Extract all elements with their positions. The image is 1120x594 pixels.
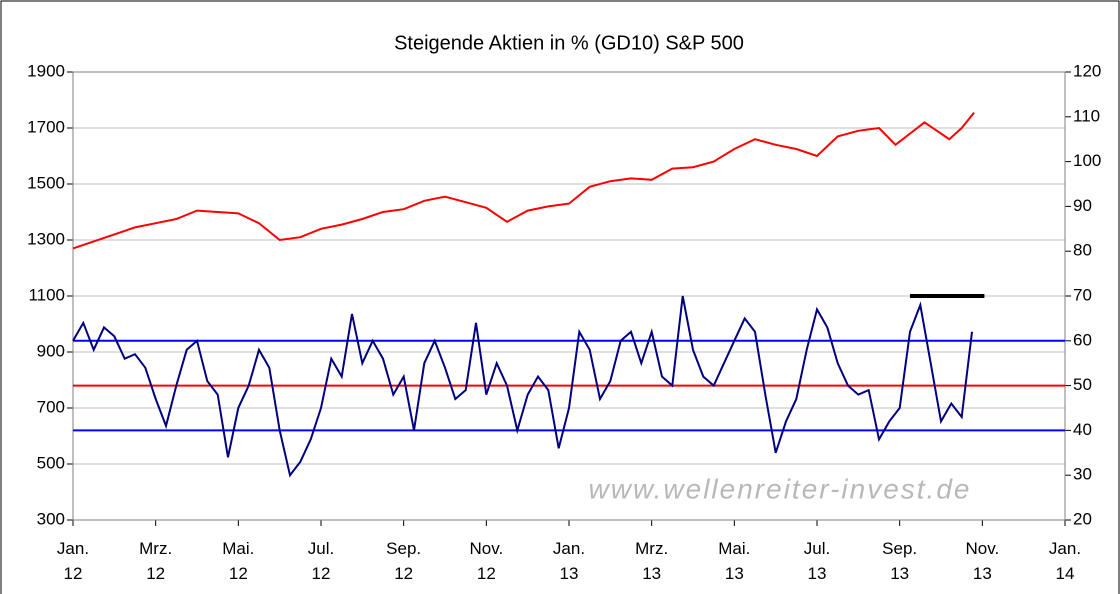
y2-tick-label: 90 bbox=[1073, 196, 1092, 215]
x-tick-label: Nov. 12 bbox=[469, 539, 503, 583]
y-tick-label: 1700 bbox=[27, 117, 65, 136]
watermark: www.wellenreiter-invest.de bbox=[589, 473, 972, 504]
y2-tick-label: 20 bbox=[1073, 509, 1092, 528]
y-tick-label: 1900 bbox=[27, 61, 65, 80]
x-tick-label: Jan. 13 bbox=[553, 539, 585, 583]
y2-tick-label: 40 bbox=[1073, 420, 1092, 439]
plot-area bbox=[72, 71, 1066, 521]
x-tick-label: Mrz. 12 bbox=[139, 539, 172, 583]
y2-tick-label: 50 bbox=[1073, 375, 1092, 394]
x-tick-label: Sep. 12 bbox=[386, 539, 421, 583]
x-tick-label: Mai. 13 bbox=[718, 539, 750, 583]
y2-tick-label: 100 bbox=[1073, 151, 1101, 170]
x-tick-label: Nov. 13 bbox=[965, 539, 999, 583]
x-tick-label: Sep. 13 bbox=[882, 539, 917, 583]
y2-tick-label: 30 bbox=[1073, 465, 1092, 484]
y-tick-label: 1500 bbox=[27, 173, 65, 192]
y2-tick-label: 70 bbox=[1073, 285, 1092, 304]
y2-tick-label: 60 bbox=[1073, 330, 1092, 349]
y-tick-label: 700 bbox=[37, 397, 65, 416]
x-tick-label: Mai. 12 bbox=[222, 539, 254, 583]
chart-title: Steigende Aktien in % (GD10) S&P 500 bbox=[394, 32, 744, 54]
data-line bbox=[72, 295, 973, 478]
y-tick-label: 900 bbox=[37, 341, 65, 360]
x-tick-label: Jan. 14 bbox=[1049, 539, 1081, 583]
y-tick-label: 1100 bbox=[28, 285, 65, 304]
y-tick-label: 500 bbox=[37, 453, 65, 472]
x-tick-label: Jul. 12 bbox=[308, 539, 334, 583]
y2-tick-label: 120 bbox=[1073, 61, 1101, 80]
y2-tick-label: 80 bbox=[1073, 241, 1092, 260]
y2-tick-label: 110 bbox=[1073, 106, 1100, 125]
y-tick-label: 1300 bbox=[27, 229, 65, 248]
x-tick-label: Mrz. 13 bbox=[635, 539, 668, 583]
data-line bbox=[72, 111, 975, 250]
x-tick-label: Jan. 12 bbox=[57, 539, 89, 583]
y-tick-label: 300 bbox=[37, 509, 65, 528]
x-tick-label: Jul. 13 bbox=[804, 539, 830, 583]
